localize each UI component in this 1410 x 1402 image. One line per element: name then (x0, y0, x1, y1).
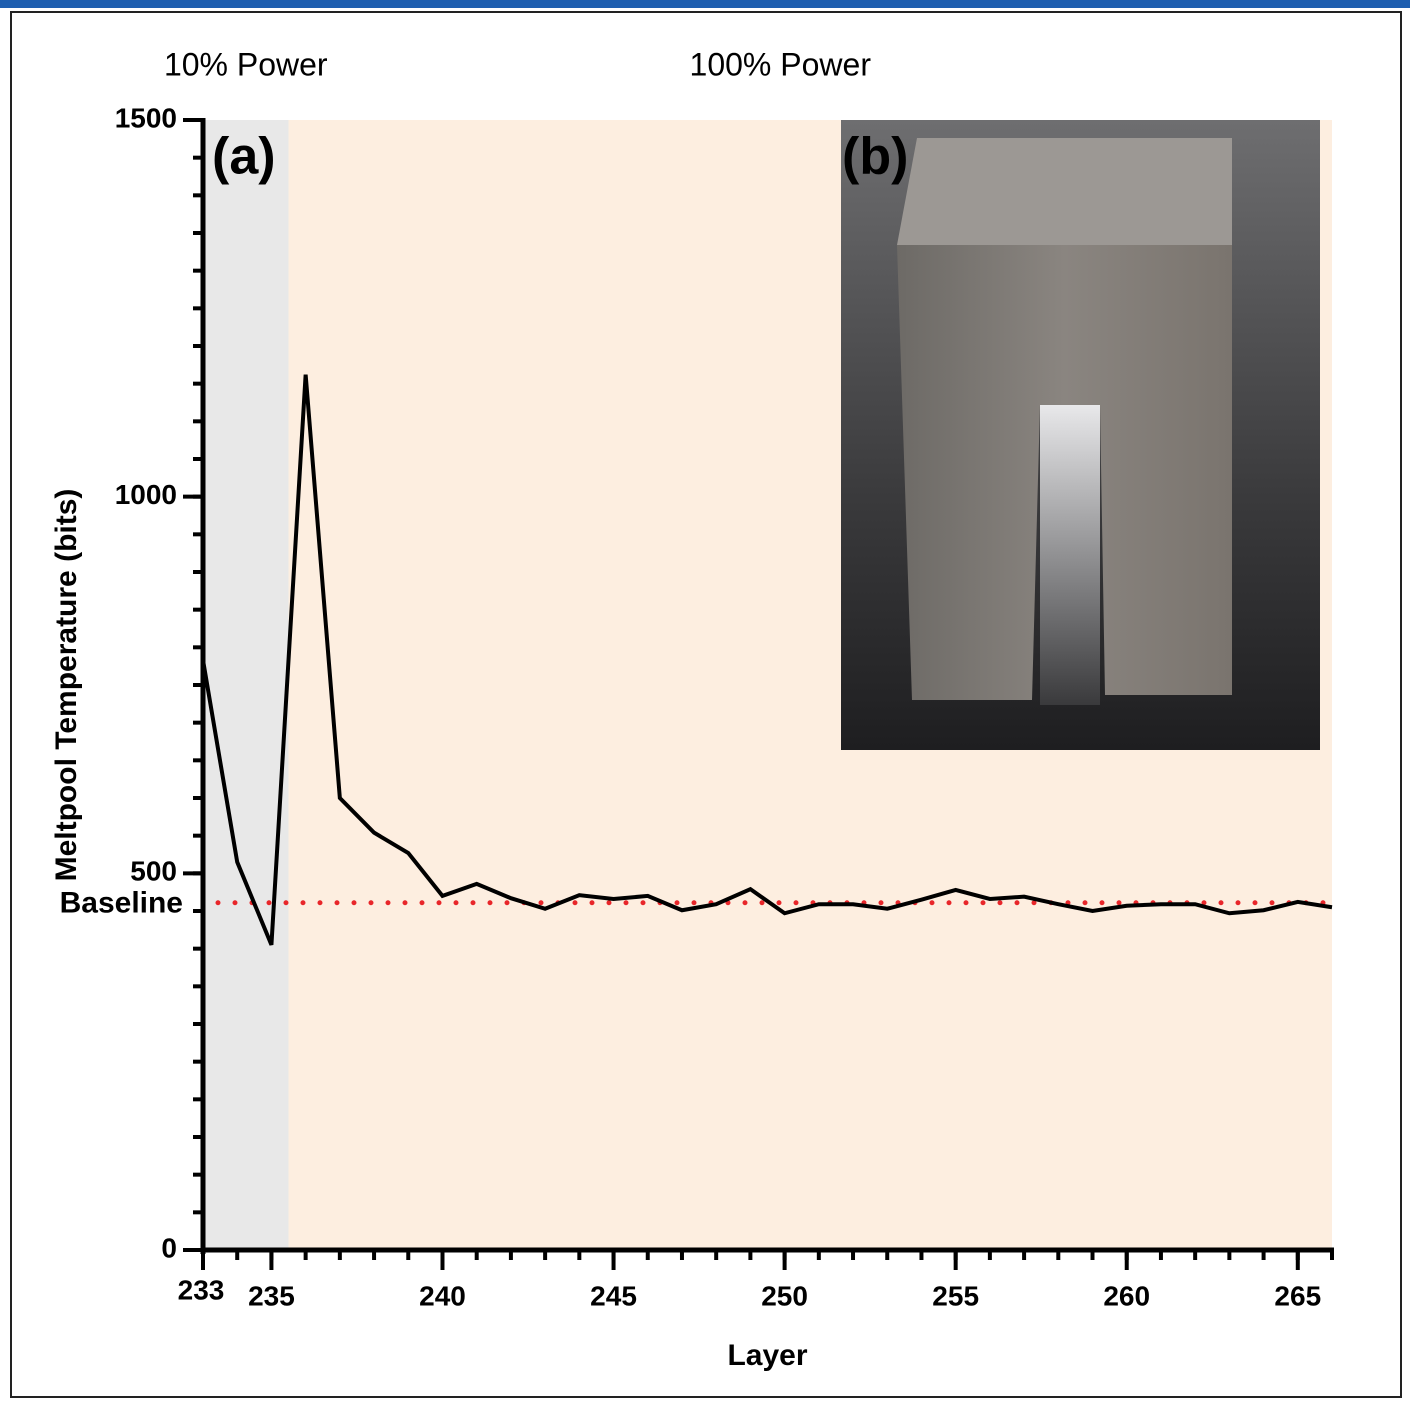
x-axis-title: Layer (727, 1339, 807, 1372)
photo-inset (841, 120, 1320, 750)
x-tick-label: 245 (590, 1280, 637, 1311)
region-label: 100% Power (690, 46, 872, 82)
baseline-label: Baseline (60, 887, 183, 920)
data-line (201, 374, 1333, 946)
y-tick-label: 500 (130, 856, 177, 887)
block-slot (1040, 405, 1100, 705)
y-tick-label: 1500 (115, 102, 177, 133)
y-tick-label: 1000 (115, 479, 177, 510)
x-tick-label: 250 (761, 1280, 808, 1311)
y-axis-title: Meltpool Temperature (bits) (50, 489, 83, 882)
block-top (897, 138, 1232, 245)
x-tick-label: 235 (248, 1280, 295, 1311)
x-tick-label: 265 (1274, 1280, 1321, 1311)
x-tick-label: 255 (932, 1280, 979, 1311)
x-tick-label: 233 (178, 1274, 225, 1305)
top-banner (0, 0, 1410, 8)
panel-label: (a) (212, 128, 276, 186)
x-tick-label: 240 (419, 1280, 466, 1311)
block-front (897, 245, 1232, 700)
region-label: 10% Power (164, 46, 328, 82)
panel-label: (b) (842, 128, 908, 186)
frame (10, 11, 1402, 1398)
power-region (203, 120, 289, 1250)
x-tick-label: 260 (1103, 1280, 1150, 1311)
y-tick-label: 0 (161, 1232, 177, 1263)
